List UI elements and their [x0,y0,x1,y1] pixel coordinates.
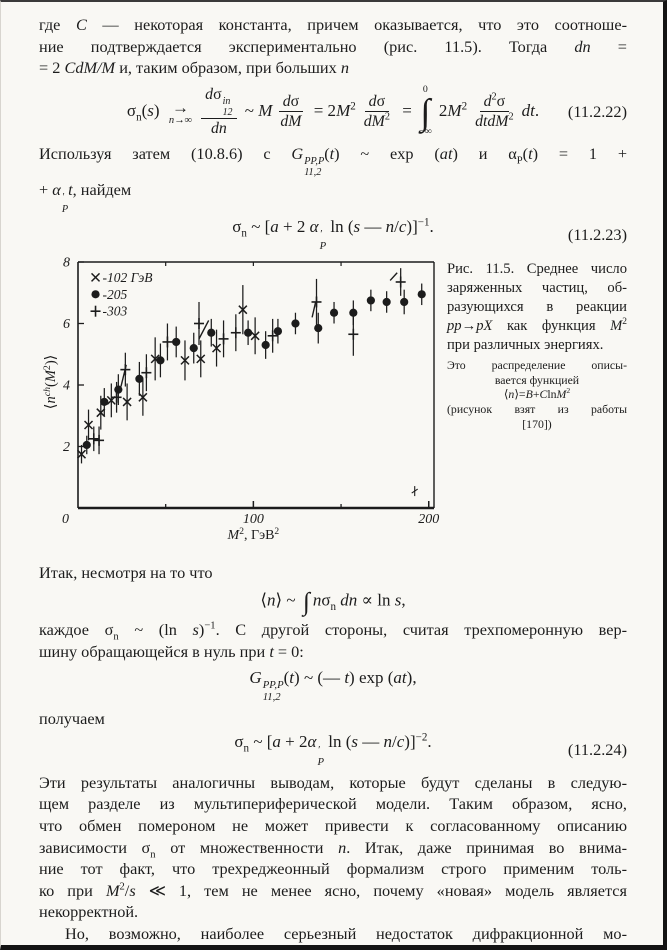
figure-11-5: 2 4 6 8 0 100 200 M2, ГэВ2 ⟨nch(M2)⟩ -102 ГэВ -205… [39,256,627,556]
stray-mark [120,365,127,388]
legend-label: -303 [103,304,128,319]
data-point-dot [244,328,253,338]
caption-formula: ⟨n⟩=B+ClnM2 [503,386,571,402]
paragraph-no-vozmozhno: Но, возможно, наиболее серьезный недоста… [39,923,627,946]
caption-main: Рис. 11.5. Среднее число заряженных част… [447,260,627,355]
text-line: Итак, несмотря на то что [39,563,213,583]
caption-line: при различных энергиях. [447,337,604,354]
data-point-dot [82,441,91,450]
stray-mark [198,320,210,340]
text-line: где C — некоторая константа, причем оказ… [39,15,627,34]
caption-sub: Это распределение описы- вается функцией… [447,358,627,431]
text-line: шину обращающейся в нуль при t = 0: [39,641,304,661]
paragraph-each-sigma: каждое σn ~ (ln s)−1. С другой стороны, … [39,619,627,662]
data-point-dot [314,324,323,333]
caption-line: разующихся в реакции [447,299,627,316]
caption-line: [170]) [522,416,552,431]
equation-number: (11.2.22) [567,101,627,121]
legend-label: -205 [103,287,128,302]
data-point-dot [291,319,300,328]
text-line: получаем [39,708,105,728]
x-tick-label: 200 [418,512,439,527]
data-point-dot [114,385,123,395]
equation-number: (11.2.24) [567,740,627,760]
y-axis-title: ⟨nch(M2)⟩ [43,355,59,410]
equation-body: σn ~ [a + 2 α ′ P ln (s — n/c)]−1. [232,216,434,253]
origin-label: 0 [62,512,69,527]
data-point-dot [382,298,391,307]
data-point-dot [400,298,409,307]
text-line: зависимости σn от множественности n. Ита… [39,837,627,860]
paragraph-results: Эти результаты аналогичны выводам, котор… [39,772,627,923]
caption-line: Рис. 11.5. Среднее число [447,261,627,278]
paragraph-intro: где C — некоторая константа, причем оказ… [39,14,627,79]
x-tick-label: 100 [243,512,264,527]
data-point-dot [366,296,375,305]
text-line: Используя затем (10.8.6) с G PP,P 11,2 (t) … [39,143,628,179]
paragraph-itak: Итак, несмотря на то что [39,562,627,584]
data-point-dot [329,308,339,318]
text-line: ние тот факт, что трехреджеонный формали… [39,859,627,879]
equation-body: ⟨n⟩ ~ ∫ nσn dn ∝ ln s, [260,586,406,616]
text-line: ко при M2/s ≪ 1, тем не менее ясно, поче… [39,880,628,900]
text-line: ние подтверждается экспериментально (рис… [39,36,627,56]
legend-label: -102 ГэВ [103,270,153,285]
stray-mark [389,272,398,282]
text-line: щем разделе из мультипериферической моде… [39,794,627,814]
equation-11-2-24: σn ~ [a + 2α ′ P ln (s — n/c)]−2. (11.2.24… [39,732,627,767]
data-point-dot [135,375,144,384]
text-line: что обмен помероном не может привести к … [39,815,627,835]
data-point-dot [207,328,216,338]
y-tick-label: 4 [63,379,70,394]
text-line: дели с экспериментальной точки зрения — … [39,945,627,946]
equation-body: σn ~ [a + 2α ′ P ln (s — n/c)]−2. [234,731,432,768]
figure-caption: Рис. 11.5. Среднее число заряженных част… [447,256,627,556]
equation-n-mean: ⟨n⟩ ~ ∫ nσn dn ∝ ln s, [39,589,627,615]
caption-line: pp→pX как функция M2 [447,317,627,335]
y-tick-label: 6 [63,317,70,332]
paragraph-poluchaem: получаем [39,708,627,730]
equation-body: G PP,P 11,2 (t) ~ (— t) exp (at), [249,667,417,703]
data-point-dot [91,290,100,299]
x-axis-title: M2, ГэВ2 [227,527,280,543]
scatter-plot-svg: 2 4 6 8 0 100 200 M2, ГэВ2 ⟨nch(M2)⟩ -102 ГэВ -205… [42,256,439,544]
data-point-dot [172,338,181,347]
y-tick-label: 8 [63,256,70,271]
text-line: некорректной. [39,902,139,922]
data-point-dot [100,398,109,407]
text-line: Эти результаты аналогичны выводам, котор… [39,772,627,792]
caption-line: Это распределение описы- [447,358,627,373]
data-point-dot [189,344,198,353]
equation-vertex: G PP,P 11,2 (t) ~ (— t) exp (at), [39,668,627,703]
data-point-dot [417,290,426,299]
text-line: Но, возможно, наиболее серьезный недоста… [65,923,627,943]
scatter-plot: 2 4 6 8 0 100 200 M2, ГэВ2 ⟨nch(M2)⟩ -102 ГэВ -205… [42,256,445,556]
data-point-dot [273,327,283,336]
data-point-dot [349,308,358,318]
data-point-dot [261,341,270,350]
paragraph-using: Используя затем (10.8.6) с G PP,P 11,2 (t) … [39,143,627,215]
caption-line: заряженных частиц, об- [447,280,627,297]
data-point-dot [156,356,165,365]
text-line: = 2 CdM/M и, таким образом, при больших … [39,58,349,78]
equation-number: (11.2.23) [567,224,627,244]
caption-line: (рисунок взят из работы [447,402,627,417]
y-tick-label: 2 [63,440,70,455]
equation-11-2-23: σn ~ [a + 2 α ′ P ln (s — n/c)]−1. (11.2.2… [39,217,627,252]
caption-line: вается функцией [494,372,580,387]
stray-mark [311,302,317,318]
text-line: каждое σn ~ (ln s)−1. С другой стороны, … [39,620,628,643]
